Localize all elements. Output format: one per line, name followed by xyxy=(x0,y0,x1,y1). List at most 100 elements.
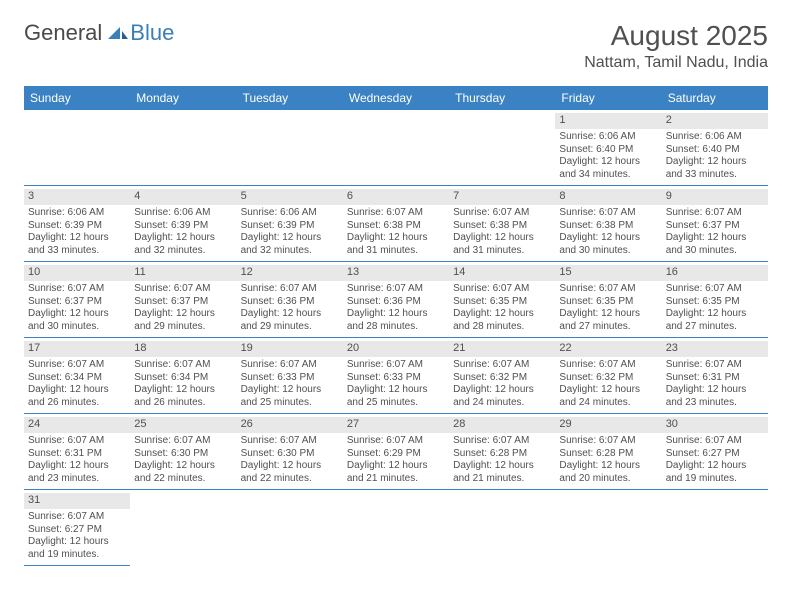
day-number: 20 xyxy=(347,342,359,356)
day-16: 16Sunrise: 6:07 AMSunset: 6:35 PMDayligh… xyxy=(662,262,768,337)
daylight-1: Daylight: 12 hours xyxy=(453,384,551,397)
day-22: 22Sunrise: 6:07 AMSunset: 6:32 PMDayligh… xyxy=(555,338,661,413)
daylight-2: and 20 minutes. xyxy=(559,473,657,486)
day-number: 2 xyxy=(666,114,672,128)
sunrise: Sunrise: 6:07 AM xyxy=(134,435,232,448)
daynum-bar: 14 xyxy=(449,265,555,281)
daynum-bar: 15 xyxy=(555,265,661,281)
daylight-1: Daylight: 12 hours xyxy=(666,232,764,245)
daylight-2: and 19 minutes. xyxy=(666,473,764,486)
day-4: 4Sunrise: 6:06 AMSunset: 6:39 PMDaylight… xyxy=(130,186,236,261)
daylight-1: Daylight: 12 hours xyxy=(28,232,126,245)
daynum-bar: 5 xyxy=(237,189,343,205)
sunset: Sunset: 6:33 PM xyxy=(241,372,339,385)
logo-part2: Blue xyxy=(130,20,174,46)
sunrise: Sunrise: 6:07 AM xyxy=(347,283,445,296)
day-13: 13Sunrise: 6:07 AMSunset: 6:36 PMDayligh… xyxy=(343,262,449,337)
sunset: Sunset: 6:37 PM xyxy=(666,220,764,233)
sunset: Sunset: 6:38 PM xyxy=(559,220,657,233)
daylight-2: and 34 minutes. xyxy=(559,169,657,182)
daynum-bar: 20 xyxy=(343,341,449,357)
week-row: 24Sunrise: 6:07 AMSunset: 6:31 PMDayligh… xyxy=(24,414,768,490)
sunrise: Sunrise: 6:07 AM xyxy=(666,435,764,448)
day-10: 10Sunrise: 6:07 AMSunset: 6:37 PMDayligh… xyxy=(24,262,130,337)
sunrise: Sunrise: 6:07 AM xyxy=(453,359,551,372)
sunrise: Sunrise: 6:07 AM xyxy=(28,283,126,296)
day-number: 11 xyxy=(134,266,145,280)
daynum-bar: 22 xyxy=(555,341,661,357)
daynum-bar: 11 xyxy=(130,265,236,281)
sunset: Sunset: 6:36 PM xyxy=(241,296,339,309)
sunrise: Sunrise: 6:06 AM xyxy=(241,207,339,220)
daylight-2: and 22 minutes. xyxy=(134,473,232,486)
daylight-2: and 23 minutes. xyxy=(28,473,126,486)
daylight-2: and 25 minutes. xyxy=(347,397,445,410)
sunrise: Sunrise: 6:07 AM xyxy=(241,283,339,296)
daylight-2: and 26 minutes. xyxy=(28,397,126,410)
sunrise: Sunrise: 6:07 AM xyxy=(453,435,551,448)
location: Nattam, Tamil Nadu, India xyxy=(584,54,768,72)
sunset: Sunset: 6:35 PM xyxy=(666,296,764,309)
day-number: 8 xyxy=(559,190,565,204)
daylight-2: and 24 minutes. xyxy=(559,397,657,410)
daynum-bar: 23 xyxy=(662,341,768,357)
daylight-1: Daylight: 12 hours xyxy=(134,232,232,245)
sunset: Sunset: 6:37 PM xyxy=(134,296,232,309)
day-number: 22 xyxy=(559,342,571,356)
day-number: 1 xyxy=(559,114,565,128)
daylight-1: Daylight: 12 hours xyxy=(134,308,232,321)
sunset: Sunset: 6:34 PM xyxy=(28,372,126,385)
daylight-1: Daylight: 12 hours xyxy=(28,308,126,321)
daylight-1: Daylight: 12 hours xyxy=(347,232,445,245)
day-number: 10 xyxy=(28,266,40,280)
day-number: 29 xyxy=(559,418,571,432)
sunset: Sunset: 6:39 PM xyxy=(134,220,232,233)
logo-sail-icon xyxy=(106,25,130,41)
sunset: Sunset: 6:36 PM xyxy=(347,296,445,309)
daylight-1: Daylight: 12 hours xyxy=(559,308,657,321)
sunset: Sunset: 6:28 PM xyxy=(559,448,657,461)
daylight-2: and 32 minutes. xyxy=(241,245,339,258)
sunset: Sunset: 6:35 PM xyxy=(559,296,657,309)
sunrise: Sunrise: 6:07 AM xyxy=(666,207,764,220)
daylight-2: and 26 minutes. xyxy=(134,397,232,410)
sunrise: Sunrise: 6:07 AM xyxy=(347,435,445,448)
sunrise: Sunrise: 6:06 AM xyxy=(28,207,126,220)
daynum-bar: 6 xyxy=(343,189,449,205)
daylight-1: Daylight: 12 hours xyxy=(453,460,551,473)
day-empty xyxy=(343,490,449,566)
sunrise: Sunrise: 6:07 AM xyxy=(666,359,764,372)
daylight-1: Daylight: 12 hours xyxy=(241,384,339,397)
sunset: Sunset: 6:39 PM xyxy=(28,220,126,233)
sunset: Sunset: 6:40 PM xyxy=(666,144,764,157)
day-empty xyxy=(343,110,449,185)
daynum-bar: 17 xyxy=(24,341,130,357)
daylight-2: and 27 minutes. xyxy=(666,321,764,334)
day-number: 19 xyxy=(241,342,253,356)
day-29: 29Sunrise: 6:07 AMSunset: 6:28 PMDayligh… xyxy=(555,414,661,489)
daynum-bar: 31 xyxy=(24,493,130,509)
day-empty xyxy=(237,110,343,185)
day-number: 21 xyxy=(453,342,465,356)
daynum-bar: 19 xyxy=(237,341,343,357)
day-empty xyxy=(130,490,236,566)
daynum-bar: 2 xyxy=(662,113,768,129)
daylight-1: Daylight: 12 hours xyxy=(28,460,126,473)
daynum-bar: 13 xyxy=(343,265,449,281)
day-number: 31 xyxy=(28,494,40,508)
daylight-1: Daylight: 12 hours xyxy=(559,460,657,473)
weekday-friday: Friday xyxy=(555,86,661,110)
day-empty xyxy=(555,490,661,566)
day-28: 28Sunrise: 6:07 AMSunset: 6:28 PMDayligh… xyxy=(449,414,555,489)
day-19: 19Sunrise: 6:07 AMSunset: 6:33 PMDayligh… xyxy=(237,338,343,413)
day-empty xyxy=(130,110,236,185)
sunrise: Sunrise: 6:07 AM xyxy=(559,283,657,296)
daylight-2: and 22 minutes. xyxy=(241,473,339,486)
week-row: 31Sunrise: 6:07 AMSunset: 6:27 PMDayligh… xyxy=(24,490,768,566)
sunset: Sunset: 6:31 PM xyxy=(666,372,764,385)
daylight-2: and 32 minutes. xyxy=(134,245,232,258)
header: General Blue August 2025 Nattam, Tamil N… xyxy=(24,20,768,72)
sunset: Sunset: 6:39 PM xyxy=(241,220,339,233)
daylight-2: and 28 minutes. xyxy=(347,321,445,334)
day-empty xyxy=(24,110,130,185)
